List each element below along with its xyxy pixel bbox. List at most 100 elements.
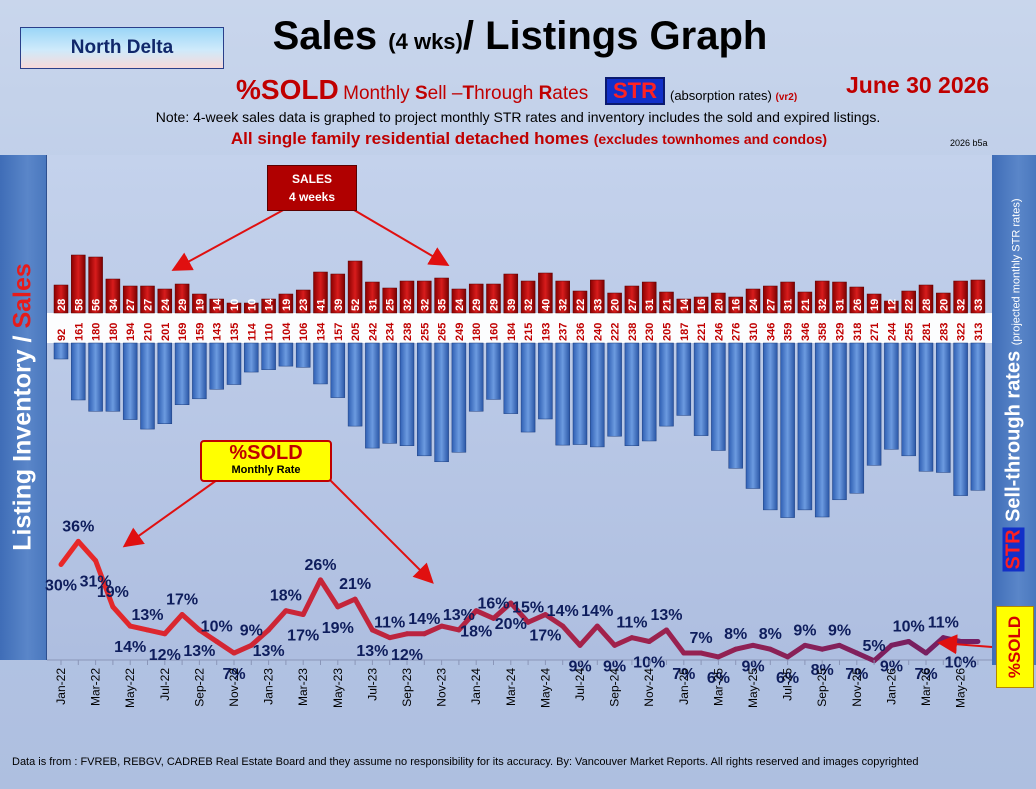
str-line-segment	[525, 612, 548, 625]
str-line-segment	[145, 627, 168, 637]
inventory-bar	[209, 342, 224, 390]
inventory-value-label: 255	[904, 323, 916, 341]
str-line-segment	[456, 608, 479, 633]
str-value-label: 17%	[529, 628, 561, 645]
str-line-segment	[785, 642, 808, 660]
x-tick-label: Sep-24	[608, 668, 622, 707]
sales-value-label: 21	[662, 299, 674, 311]
sales-value-label: 27	[765, 299, 777, 311]
sales-value-label: 20	[713, 299, 725, 311]
inventory-bar	[226, 342, 242, 385]
sales-bar	[399, 280, 415, 314]
str-value-label: 7%	[672, 666, 695, 683]
str-value-label: 7%	[222, 666, 245, 683]
sales-bar	[520, 280, 536, 314]
inventory-bar	[624, 342, 640, 446]
sales-value-label: 29	[471, 299, 483, 311]
str-line-segment	[698, 650, 721, 660]
sold-callout: %SOLD Monthly Rate	[200, 440, 332, 482]
str-line-segment	[369, 627, 393, 641]
inventory-bar	[174, 342, 190, 405]
sales-bar	[503, 273, 519, 314]
inventory-bar	[763, 342, 778, 511]
sales-value-label: 25	[385, 299, 397, 311]
sold-word: %SOLD	[236, 74, 339, 105]
sales-bar	[451, 288, 467, 314]
sales-value-label: 27	[143, 299, 155, 311]
x-tick-label: Mar-22	[89, 668, 103, 706]
inventory-bar	[641, 342, 657, 442]
sales-value-label: 20	[938, 299, 950, 311]
sales-value-label: 19	[869, 299, 881, 311]
str-line-segment	[387, 631, 410, 641]
sales-value-label: 31	[835, 299, 847, 311]
sales-bar	[953, 280, 968, 314]
sales-value-label: 35	[437, 299, 449, 311]
sales-bar	[849, 286, 865, 314]
str-line-segment	[646, 627, 669, 644]
str-line-segment	[283, 608, 306, 618]
scope-text: All single family residential detached h…	[230, 129, 828, 148]
str-value-label: 9%	[880, 658, 903, 675]
sales-bar	[763, 285, 778, 314]
str-value-label: 6%	[776, 670, 799, 687]
sales-value-label: 26	[852, 299, 864, 311]
str-value-label: 10%	[893, 619, 925, 636]
inventory-value-label: 281	[921, 323, 933, 341]
sales-bar	[711, 292, 726, 314]
right-axis-panel: STR Sell-through rates (projected monthl…	[992, 155, 1036, 665]
sales-bar	[278, 293, 294, 314]
str-value-label: 8%	[811, 662, 834, 679]
inventory-value-label: 346	[765, 323, 777, 341]
inventory-value-label: 92	[56, 329, 68, 341]
sales-value-label: 22	[904, 299, 916, 311]
sales-value-label: 28	[921, 299, 933, 311]
str-line-segment	[733, 642, 756, 652]
inventory-value-label: 234	[385, 322, 397, 341]
inventory-value-label: 242	[367, 323, 379, 341]
inventory-bar	[451, 342, 467, 453]
sales-value-label: 32	[402, 299, 414, 311]
str-value-label: 31%	[80, 574, 112, 591]
inventory-bar	[244, 342, 259, 373]
inventory-value-label: 255	[419, 323, 431, 341]
sales-value-label: 23	[298, 299, 310, 311]
str-value-label: 13%	[443, 607, 475, 624]
inventory-value-label: 106	[298, 323, 310, 341]
inventory-value-label: 180	[471, 323, 483, 341]
str-line-segment	[871, 642, 894, 664]
sales-value-label: 31	[783, 299, 795, 311]
inventory-bar	[936, 342, 951, 473]
inventory-bar	[970, 342, 986, 491]
sales-bar	[538, 272, 553, 314]
inventory-value-label: 230	[644, 323, 656, 341]
inventory-bar	[347, 342, 363, 427]
x-tick-label: Sep-22	[192, 668, 206, 707]
sales-value-label: 39	[506, 299, 518, 311]
inventory-bar	[884, 342, 899, 450]
sales-value-label: 32	[523, 299, 535, 311]
sales-bar	[313, 271, 328, 314]
str-value-label: 17%	[287, 628, 319, 645]
x-tick-label: Jan-22	[54, 668, 68, 705]
inventory-bar	[745, 342, 761, 489]
sales-bar	[797, 291, 813, 314]
x-tick-label: Jul-25	[781, 668, 795, 701]
inventory-bar	[278, 342, 294, 367]
inventory-bar	[901, 342, 916, 457]
inventory-bar	[295, 342, 311, 368]
sales-value-label: 10	[246, 299, 258, 311]
sales-bar	[676, 298, 692, 314]
inventory-bar	[365, 342, 380, 449]
str-value-label: 18%	[270, 588, 302, 605]
inventory-value-label: 110	[264, 323, 276, 341]
sales-value-label: 41	[316, 299, 328, 311]
sales-value-label: 27	[627, 299, 639, 311]
sales-bar	[866, 293, 882, 314]
x-tick-label: Jan-23	[262, 668, 276, 705]
sales-value-label: 33	[592, 299, 604, 311]
sales-value-label: 12	[886, 299, 898, 311]
str-line-segment	[439, 623, 462, 633]
title-small: (4 wks)	[388, 29, 463, 54]
sales-value-label: 21	[800, 299, 812, 311]
